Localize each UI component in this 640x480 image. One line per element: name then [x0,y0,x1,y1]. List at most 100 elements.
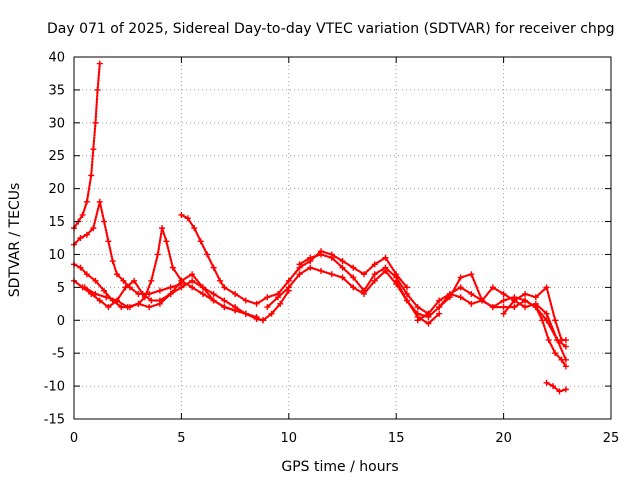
data-point [468,300,475,307]
data-point [489,304,496,311]
data-point [92,119,99,126]
data-point [148,297,155,304]
plot-frame [73,56,612,420]
data-series-arc-2 [72,200,183,295]
data-point [457,274,464,281]
data-point [562,337,569,344]
x-axis-label: GPS time / hours [281,459,398,475]
data-point [446,294,453,301]
data-point [210,290,217,297]
data-point [154,251,161,258]
data-point [562,386,569,393]
y-tick-label: 15 [48,215,65,230]
data-point [92,277,99,284]
data-point [360,287,367,294]
data-point [532,294,539,301]
data-point [92,290,99,297]
y-tick-label: 30 [48,116,65,131]
data-point [436,310,443,317]
data-point [275,294,282,301]
data-point [550,383,557,390]
data-point [253,313,260,320]
data-point [77,264,84,271]
data-point [371,271,378,278]
data-point [118,304,125,311]
data-point [101,287,108,294]
grid-layer [74,57,611,419]
data-point [556,388,563,395]
chart-title: Day 071 of 2025, Sidereal Day-to-day VTE… [47,21,615,37]
x-tick-label: 5 [177,431,185,446]
data-point [94,86,101,93]
data-point [232,307,239,314]
data-point [414,310,421,317]
data-point [79,211,86,218]
data-point [197,238,204,245]
data-point [88,172,95,179]
x-tick-label: 0 [70,431,78,446]
data-point [101,218,108,225]
data-point [468,290,475,297]
y-tick-label: 0 [57,314,65,329]
data-point [479,297,486,304]
data-point [264,294,271,301]
data-point [522,304,529,311]
data-point [371,277,378,284]
data-point [522,297,529,304]
data-point [328,254,335,261]
data-point [307,254,314,261]
data-point [382,254,389,261]
data-point [156,287,163,294]
data-point [184,215,191,222]
data-point [457,284,464,291]
data-point [191,225,198,232]
data-point [242,297,249,304]
data-point [217,277,224,284]
data-point [81,284,88,291]
data-point [96,198,103,205]
data-point [403,290,410,297]
data-point [307,264,314,271]
data-point [139,290,146,297]
data-point [350,274,357,281]
data-point [124,304,131,311]
data-series-arc-6 [180,213,408,305]
data-point [105,304,112,311]
data-point [103,294,110,301]
data-point [511,304,518,311]
data-point [468,271,475,278]
data-point [403,297,410,304]
data-point [146,290,153,297]
data-point [260,317,267,324]
data-point [489,284,496,291]
data-point [148,277,155,284]
data-point [285,284,292,291]
data-point [318,267,325,274]
data-point [414,317,421,324]
data-point [500,310,507,317]
data-point [210,264,217,271]
y-tick-label: 35 [48,83,65,98]
data-point [522,290,529,297]
data-point [296,271,303,278]
data-point [221,297,228,304]
y-axis-label: SDTVAR / TECUs [7,183,23,298]
data-point [83,231,90,238]
data-point [500,304,507,311]
x-tick-label: 10 [281,431,298,446]
data-point [83,271,90,278]
x-tick-label: 25 [603,431,620,446]
data-point [96,60,103,67]
data-point [393,277,400,284]
data-point [253,300,260,307]
data-point [425,320,432,327]
data-point [457,294,464,301]
data-point [189,284,196,291]
data-point [122,284,129,291]
data-point [500,297,507,304]
data-point [146,304,153,311]
data-point [189,277,196,284]
data-point [159,225,166,232]
data-point [371,261,378,268]
